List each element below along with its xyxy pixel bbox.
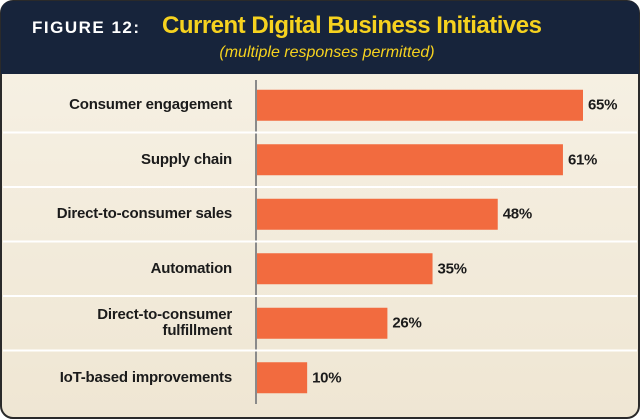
title-label: FIGURE 12:: [32, 18, 141, 37]
value-label: 35%: [437, 260, 467, 278]
chart-subtitle: (multiple responses permitted): [219, 44, 434, 61]
category-label: Consumer engagement: [69, 96, 232, 114]
bar: [257, 362, 308, 394]
category-label: Automation: [150, 259, 233, 277]
bar: [257, 89, 583, 121]
category-label: Supply chain: [141, 150, 232, 168]
category-label: Direct-to-consumer sales: [56, 205, 232, 223]
value-label: 10%: [312, 369, 342, 387]
category-label: IoT-based improvements: [59, 368, 233, 386]
value-label: 65%: [588, 96, 618, 114]
value-label: 26%: [392, 314, 422, 332]
category-label: Direct-to-consumer fulfillment: [97, 306, 232, 340]
chart-title: Current Digital Business Initiatives: [162, 12, 542, 39]
bar: [257, 253, 433, 285]
bar: [257, 307, 388, 339]
header: [1, 1, 639, 74]
bar: [257, 198, 498, 230]
value-label: 61%: [567, 151, 598, 169]
value-label: 48%: [502, 205, 532, 223]
bar: [257, 144, 563, 176]
